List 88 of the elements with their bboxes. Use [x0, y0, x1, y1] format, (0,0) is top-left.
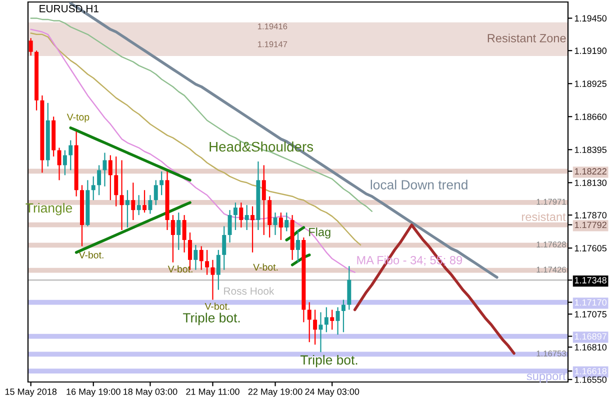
candlestick: [136, 194, 141, 216]
y-tick-label: 1.18130: [574, 180, 607, 186]
x-tick-label: 16 May 19:00: [66, 388, 120, 397]
candlestick: [222, 226, 226, 270]
candlestick: [324, 306, 328, 333]
annotation: V-top: [66, 114, 90, 122]
candlestick: [131, 182, 136, 221]
y-tick-label: 1.16897: [574, 333, 606, 340]
x-tick-label: 22 May 19:00: [248, 388, 302, 397]
candlestick: [194, 244, 198, 270]
x-tick-label: 21 May 11:00: [186, 388, 240, 397]
line-series: [69, 126, 192, 182]
candlestick: [68, 140, 73, 171]
y-tick-label: 1.16810: [574, 344, 607, 350]
candlestick: [154, 180, 158, 206]
y-tick-label: 1.18395: [574, 146, 607, 153]
ref-line-label: 1.17426: [536, 266, 566, 273]
y-tick-label: 1.17605: [574, 245, 607, 252]
annotation: support: [526, 372, 566, 383]
y-tick-label: 1.17348: [574, 277, 606, 284]
y-tick-label: 1.18660: [574, 114, 607, 120]
y-tick-label: 1.17170: [574, 299, 607, 306]
candlestick: [239, 202, 244, 228]
candlestick: [125, 190, 130, 228]
y-tick-label: 1.19190: [574, 48, 607, 54]
x-tick-label: 18 May 03:00: [124, 388, 178, 397]
candlestick: [114, 156, 118, 207]
candlestick: [307, 302, 312, 343]
y-tick-label: 1.19450: [574, 15, 607, 22]
candlestick: [244, 204, 249, 231]
candlestick: [205, 249, 210, 276]
candlestick: [273, 212, 278, 236]
annotation: Triple bot.: [300, 354, 358, 368]
candlestick: [170, 214, 175, 263]
candlestick: [250, 206, 255, 253]
candlestick: [62, 150, 67, 176]
chart-title: EURUSD,H1: [40, 4, 98, 14]
x-tick-label: 24 May 03:00: [305, 388, 360, 397]
candlestick: [336, 306, 340, 336]
ref-line-label: 1.17971: [536, 198, 566, 205]
candlestick: [278, 212, 283, 241]
candlestick: [97, 164, 102, 196]
candlestick: [318, 312, 323, 353]
y-tick-label: 1.16550: [574, 376, 607, 383]
y-tick-label: 1.17075: [574, 311, 607, 318]
candlestick: [262, 164, 266, 236]
candlestick: [330, 309, 334, 330]
band-label: Resistant Zone: [488, 34, 566, 42]
candlestick: [91, 176, 96, 201]
y-tick-label: 1.16618: [574, 368, 606, 374]
candlestick: [296, 229, 300, 263]
candlestick: [57, 147, 62, 181]
annotation: 1.19147: [258, 41, 288, 48]
candlestick: [216, 249, 220, 290]
candlestick: [313, 309, 318, 346]
annotation: Triple bot.: [182, 312, 240, 326]
candlestick: [233, 202, 238, 231]
annotation: V-bot.: [168, 265, 192, 273]
candlestick: [148, 194, 152, 214]
annotation: Flag: [309, 228, 330, 239]
candlestick: [176, 212, 181, 250]
ref-line-label: 1.17628: [536, 242, 566, 248]
line-series: [353, 224, 516, 355]
y-tick-label: 1.17792: [574, 222, 606, 228]
annotation: resistant: [522, 212, 566, 222]
annotation: V-bot.: [253, 263, 278, 271]
annotation: V-bot.: [78, 251, 104, 258]
candlestick: [341, 299, 346, 333]
candlestick: [160, 170, 164, 196]
candlestick: [120, 160, 124, 231]
candlestick: [228, 210, 232, 244]
y-tick-label: 1.17870: [574, 212, 607, 218]
annotation: Ross Hook: [224, 287, 274, 295]
candlestick: [142, 190, 147, 214]
candlestick: [28, 38, 33, 56]
candlestick: [182, 214, 186, 253]
candlestick: [108, 154, 112, 201]
candlestick: [210, 259, 215, 300]
candlestick: [102, 152, 107, 187]
annotation: 1.19416: [258, 23, 288, 30]
y-tick-label: 1.18925: [574, 80, 607, 87]
y-tick-label: 1.18222: [574, 168, 606, 175]
candlestick: [284, 212, 289, 232]
annotation: local Down trend: [370, 180, 468, 190]
candlestick: [199, 246, 204, 270]
ref-line-label: 1.16753: [536, 350, 566, 356]
annotation: V-bot.: [204, 302, 230, 310]
x-tick-label: 15 May 2018: [5, 388, 57, 397]
